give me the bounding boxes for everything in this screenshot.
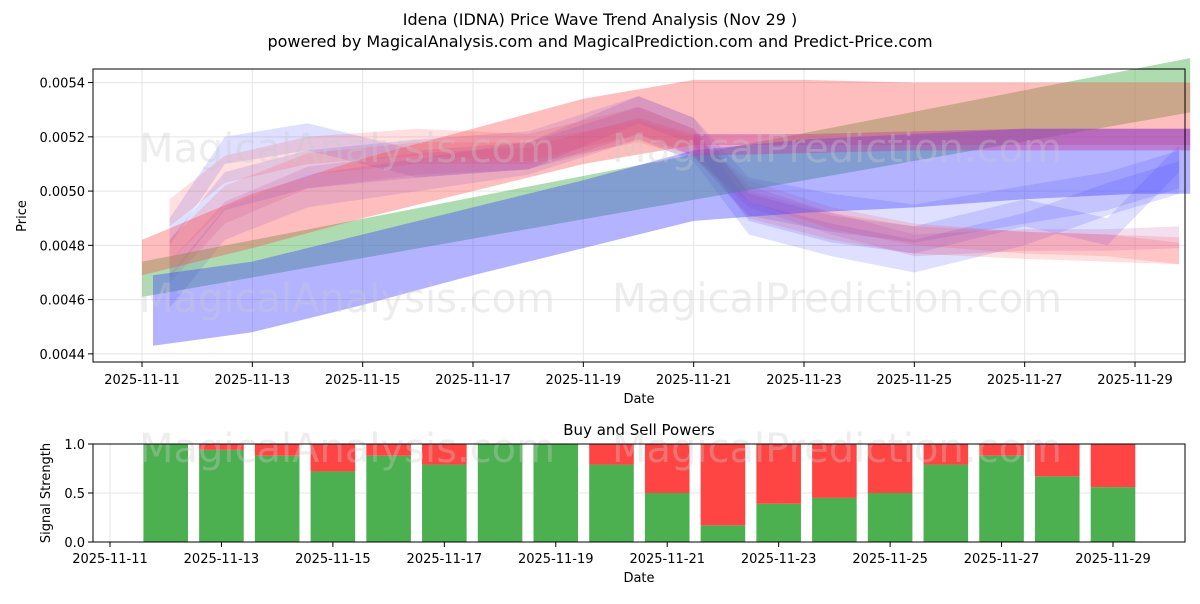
watermark-text: MagicalPrediction.com — [612, 126, 1062, 172]
y-tick-label: 1.0 — [64, 438, 85, 453]
buy-bar — [143, 444, 189, 542]
wave-band — [169, 107, 1180, 265]
green-trend-band — [142, 58, 1191, 297]
y-tick-label: 0.0052 — [40, 131, 86, 146]
y-tick-label: 0.0046 — [40, 294, 86, 309]
y-tick-label: 0.0054 — [40, 77, 86, 92]
price-x-label: Date — [623, 392, 654, 407]
sell-bar — [867, 444, 913, 493]
x-tick-label: 2025-11-17 — [407, 552, 483, 567]
buy-bar — [923, 464, 969, 542]
buy-bar — [812, 497, 857, 542]
sell-bar — [644, 444, 690, 493]
watermark-text: MagicalPrediction.com — [612, 276, 1062, 322]
x-tick-label: 2025-11-11 — [104, 373, 180, 388]
price-chart: MagicalAnalysis.com MagicalPrediction.co… — [15, 58, 1191, 407]
x-tick-label: 2025-11-19 — [546, 373, 622, 388]
x-tick-label: 2025-11-29 — [1075, 552, 1151, 567]
wave-band — [169, 117, 1180, 284]
x-tick-label: 2025-11-27 — [987, 373, 1063, 388]
x-tick-label: 2025-11-27 — [964, 552, 1040, 567]
signal-title: Buy and Sell Powers — [563, 421, 715, 439]
y-tick-label: 0.0 — [64, 536, 85, 551]
buy-bar — [477, 444, 523, 542]
x-tick-label: 2025-11-13 — [215, 373, 291, 388]
buy-bar — [867, 493, 913, 542]
signal-y-label: Signal Strength — [39, 443, 54, 543]
x-tick-label: 2025-11-17 — [435, 373, 511, 388]
x-tick-label: 2025-11-21 — [629, 552, 705, 567]
buy-bar — [700, 525, 746, 542]
x-tick-label: 2025-11-23 — [766, 373, 842, 388]
watermark-text: MagicalPrediction.com — [612, 426, 1062, 472]
x-tick-label: 2025-11-23 — [741, 552, 817, 567]
y-tick-label: 0.0050 — [40, 185, 86, 200]
watermarks-bottom: MagicalAnalysis.com MagicalPrediction.co… — [139, 426, 1062, 472]
sell-bar — [756, 444, 801, 504]
sell-bar — [366, 444, 411, 456]
sell-bar — [812, 444, 857, 498]
sell-bar — [923, 444, 969, 465]
x-tick-label: 2025-11-15 — [295, 552, 371, 567]
x-tick-label: 2025-11-25 — [877, 373, 953, 388]
chart-title: Idena (IDNA) Price Wave Trend Analysis (… — [403, 10, 798, 29]
signal-bars — [143, 444, 1136, 542]
y-tick-label: 0.5 — [64, 487, 85, 502]
buy-bar — [1034, 476, 1080, 542]
y-tick-label: 0.0048 — [40, 239, 86, 254]
x-tick-label: 2025-11-13 — [184, 552, 260, 567]
y-tick-label: 0.0044 — [40, 348, 86, 363]
watermark-text: MagicalAnalysis.com — [139, 126, 555, 172]
sell-bar — [979, 444, 1024, 456]
buy-bar — [366, 455, 411, 542]
price-grid — [93, 69, 1185, 362]
red-trend-band — [142, 79, 1191, 276]
sell-bar — [700, 444, 746, 526]
wave-band — [169, 96, 1180, 278]
wave-band — [169, 120, 1180, 265]
signal-y-ticks: 0.0 0.5 1.0 — [64, 438, 93, 551]
signal-x-ticks: 2025-11-11 2025-11-13 2025-11-15 2025-11-17… — [72, 542, 1151, 567]
x-tick-label: 2025-11-21 — [656, 373, 732, 388]
price-axes-frame — [92, 68, 1186, 363]
signal-chart: Buy and Sell Powers MagicalAnalysis.com … — [39, 421, 1186, 586]
wave-band — [169, 107, 1180, 308]
blue-trend-band — [153, 128, 1191, 346]
buy-bar — [589, 464, 634, 542]
buy-bar — [422, 464, 467, 542]
watermarks-top: MagicalAnalysis.com MagicalPrediction.co… — [139, 126, 1062, 322]
watermark-text: MagicalAnalysis.com — [139, 276, 555, 322]
price-y-ticks: 0.0044 0.0046 0.0048 0.0050 0.0052 0.0054 — [40, 77, 93, 363]
buy-bar — [254, 455, 300, 542]
wave-band — [169, 96, 1180, 254]
price-y-label: Price — [15, 200, 30, 232]
buy-bar — [199, 449, 244, 542]
sell-bar — [199, 444, 244, 450]
buy-bar — [533, 444, 579, 542]
x-tick-label: 2025-11-11 — [72, 552, 148, 567]
buy-bar — [979, 455, 1024, 542]
signal-x-label: Date — [623, 571, 654, 586]
buy-bar — [756, 503, 801, 542]
sell-bar — [422, 444, 467, 465]
x-tick-label: 2025-11-29 — [1097, 373, 1173, 388]
magenta-trend-band — [693, 128, 1191, 156]
sell-bar — [1090, 444, 1136, 488]
buy-bar — [644, 493, 690, 542]
x-tick-label: 2025-11-25 — [852, 552, 928, 567]
price-x-ticks: 2025-11-11 2025-11-13 2025-11-15 2025-11-17… — [104, 362, 1173, 388]
sell-bar — [310, 444, 356, 472]
buy-bar — [1090, 487, 1136, 542]
sell-bar — [589, 444, 634, 465]
buy-bar — [310, 471, 356, 542]
chart-subtitle: powered by MagicalAnalysis.com and Magic… — [267, 32, 932, 51]
x-tick-label: 2025-11-19 — [518, 552, 594, 567]
sell-bar — [1034, 444, 1080, 477]
price-bands — [142, 58, 1191, 346]
watermark-text: MagicalAnalysis.com — [139, 426, 555, 472]
sell-bar — [254, 444, 300, 456]
x-tick-label: 2025-11-15 — [325, 373, 401, 388]
